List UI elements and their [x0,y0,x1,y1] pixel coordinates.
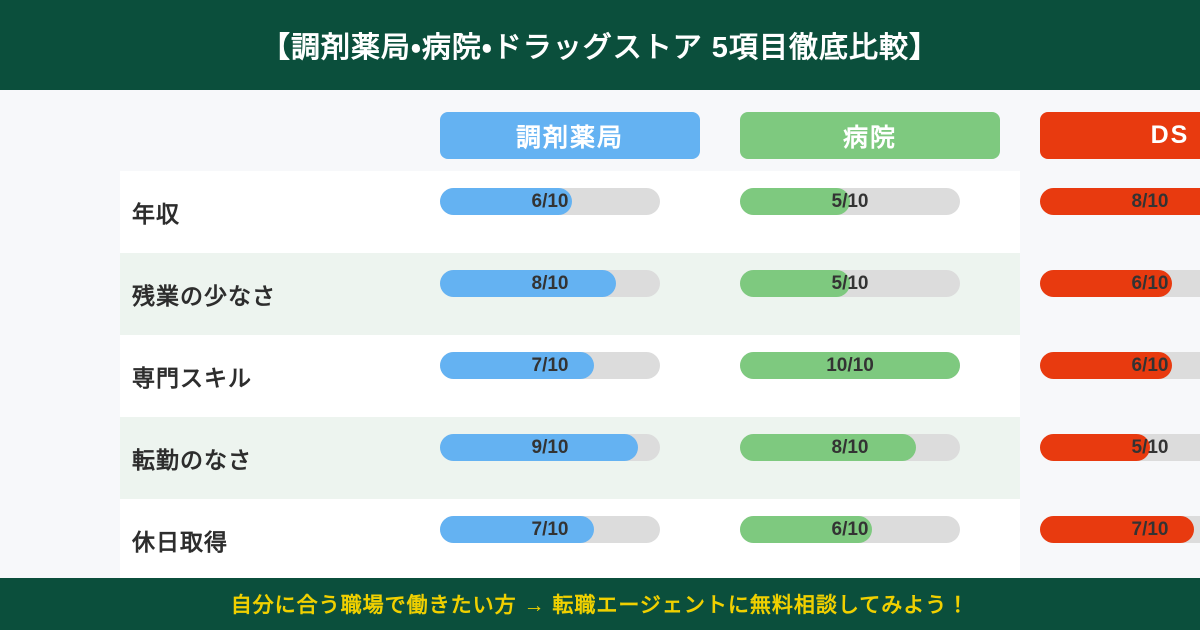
row-label: 休日取得 [132,529,228,555]
column-header-drugstore: DS [1040,112,1200,159]
score-bar-hospital: 10/10 [740,352,960,379]
row-label: 年収 [132,201,180,227]
row-label: 転勤のなさ [132,447,252,473]
score-value: 6/10 [1131,355,1169,376]
bar-fill [740,352,960,379]
table-row-holidays: 休日取得 7/10 6/10 7/10 [0,499,1200,581]
score-value: 5/10 [831,191,869,212]
score-value: 8/10 [831,437,869,458]
score-bar-drugstore: 7/10 [1040,516,1200,543]
column-header-label: 調剤薬局 [515,123,624,152]
row-label: 専門スキル [132,365,252,391]
score-value: 6/10 [531,191,569,212]
score-value: 6/10 [1131,273,1169,294]
score-value: 8/10 [1131,191,1169,212]
score-bar-hospital: 5/10 [740,270,960,297]
bar-fill [440,270,616,297]
page-title: 【調剤薬局・病院・ドラッグストア 5項目徹底比較】 [261,32,939,64]
bar-fill [1040,270,1172,297]
score-bar-drugstore: 5/10 [1040,434,1200,461]
bar-fill [440,516,594,543]
row-label: 残業の少なさ [132,283,276,309]
table-row-skill: 専門スキル 7/10 10/10 6/10 [0,335,1200,417]
score-value: 7/10 [531,355,569,376]
score-value: 10/10 [826,355,874,376]
score-value: 5/10 [1131,437,1169,458]
bar-fill [740,434,916,461]
score-bar-pharmacy: 8/10 [440,270,660,297]
score-bar-drugstore: 6/10 [1040,270,1200,297]
title-banner: 【調剤薬局・病院・ドラッグストア 5項目徹底比較】 [0,0,1200,90]
score-bar-pharmacy: 7/10 [440,516,660,543]
bar-fill [740,270,850,297]
score-bar-drugstore: 8/10 [1040,188,1200,215]
cta-banner: 自分に合う職場で働きたい方 → 転職エージェントに無料相談してみよう！ [0,578,1200,630]
table-row-relocation: 転勤のなさ 9/10 8/10 5/10 [0,417,1200,499]
bar-fill [740,188,850,215]
score-bar-pharmacy: 6/10 [440,188,660,215]
score-bar-hospital: 8/10 [740,434,960,461]
score-value: 5/10 [831,273,869,294]
bar-fill [440,188,572,215]
score-bar-pharmacy: 7/10 [440,352,660,379]
column-header-pharmacy: 調剤薬局 [440,112,700,159]
table-row-overtime: 残業の少なさ 8/10 5/10 6/10 [0,253,1200,335]
table-row-income: 年収 6/10 5/10 8/10 [0,171,1200,253]
score-value: 8/10 [531,273,569,294]
column-header-hospital: 病院 [740,112,1000,159]
column-header-label: DS [1150,121,1190,149]
score-value: 6/10 [831,519,869,540]
column-header-label: 病院 [842,123,897,152]
score-bar-hospital: 6/10 [740,516,960,543]
score-value: 7/10 [531,519,569,540]
bar-fill [1040,434,1150,461]
bar-fill [1040,352,1172,379]
bar-fill [440,352,594,379]
score-value: 9/10 [531,437,569,458]
score-value: 7/10 [1131,519,1169,540]
bar-fill [440,434,638,461]
cta-text: 自分に合う職場で働きたい方 → 転職エージェントに無料相談してみよう！ [230,594,970,617]
score-bar-hospital: 5/10 [740,188,960,215]
bar-fill [1040,188,1200,215]
bar-fill [740,516,872,543]
score-bar-pharmacy: 9/10 [440,434,660,461]
score-bar-drugstore: 6/10 [1040,352,1200,379]
bar-fill [1040,516,1194,543]
